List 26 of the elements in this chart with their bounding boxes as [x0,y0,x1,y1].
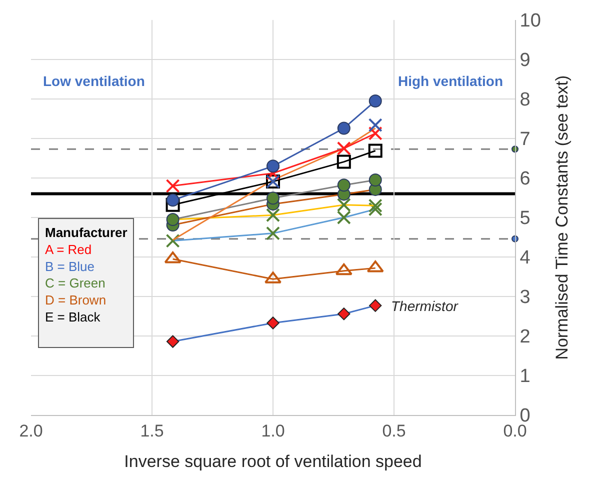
annotation: A = Red [45,242,92,257]
y-tick-label: 7 [520,129,530,150]
annotation: B = Blue [45,258,95,274]
y-tick-label: 3 [520,287,530,308]
y-tick-label: 5 [520,208,530,230]
x-tick-label: 2.0 [19,421,43,440]
y-tick-label: 6 [520,168,530,190]
x-tick-label: 0.5 [382,421,406,440]
y-tick-label: 8 [520,90,530,111]
y-tick-label: 4 [520,248,531,269]
x-tick-label: 1.5 [140,421,164,440]
annotation: E = Black [45,310,101,324]
annotation: High ventilation [398,73,503,89]
annotation: Thermistor [391,298,460,314]
annotation: Manufacturer [45,225,128,240]
x-tick-label: 0.0 [503,421,527,440]
x-tick-label: 1.0 [261,421,285,440]
annotation: Low ventilation [43,73,145,89]
x-axis-title: Inverse square root of ventilation speed [124,452,422,471]
y-axis-title: Normalised Time Constants (see text) [552,75,572,360]
annotation: C = Green [45,276,106,291]
y-tick-label: 2 [520,326,530,348]
y-tick-label: 10 [520,10,541,32]
y-tick-label: 1 [520,366,530,388]
y-tick-label: 9 [520,50,530,72]
annotation: D = Brown [45,292,106,308]
